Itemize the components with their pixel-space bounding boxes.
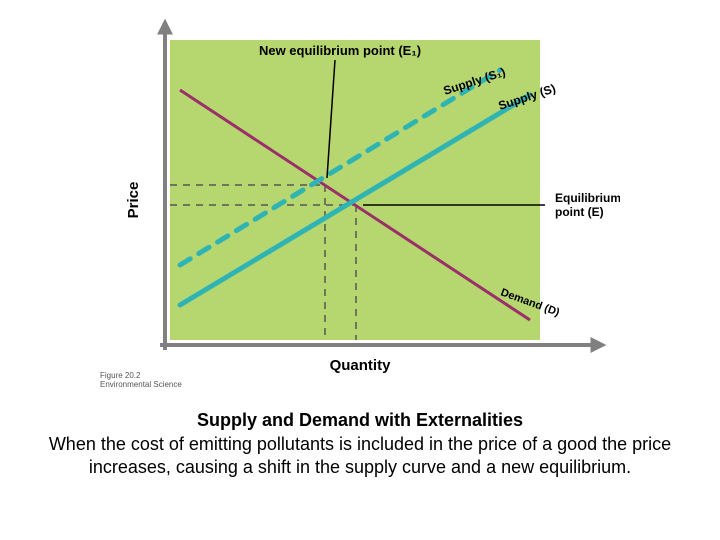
equilibrium-label-line1: Equilibrium bbox=[555, 191, 620, 205]
equilibrium-label-line2: point (E) bbox=[555, 205, 604, 219]
page: Demand (D)Supply (S)Supply (S₁)QuantityP… bbox=[0, 0, 720, 540]
caption: Supply and Demand with Externalities Whe… bbox=[30, 410, 690, 478]
caption-body: When the cost of emitting pollutants is … bbox=[30, 433, 690, 478]
caption-title: Supply and Demand with Externalities bbox=[30, 410, 690, 431]
supply-demand-chart: Demand (D)Supply (S)Supply (S₁)QuantityP… bbox=[100, 10, 620, 380]
chart-container: Demand (D)Supply (S)Supply (S₁)QuantityP… bbox=[100, 10, 620, 390]
x-axis-label: Quantity bbox=[330, 357, 391, 374]
figure-number-label: Figure 20.2 Environmental Science bbox=[100, 372, 182, 390]
y-axis-label: Price bbox=[125, 182, 142, 219]
figure-source: Environmental Science bbox=[100, 381, 182, 390]
new-equilibrium-label: New equilibrium point (E₁) bbox=[259, 43, 421, 58]
